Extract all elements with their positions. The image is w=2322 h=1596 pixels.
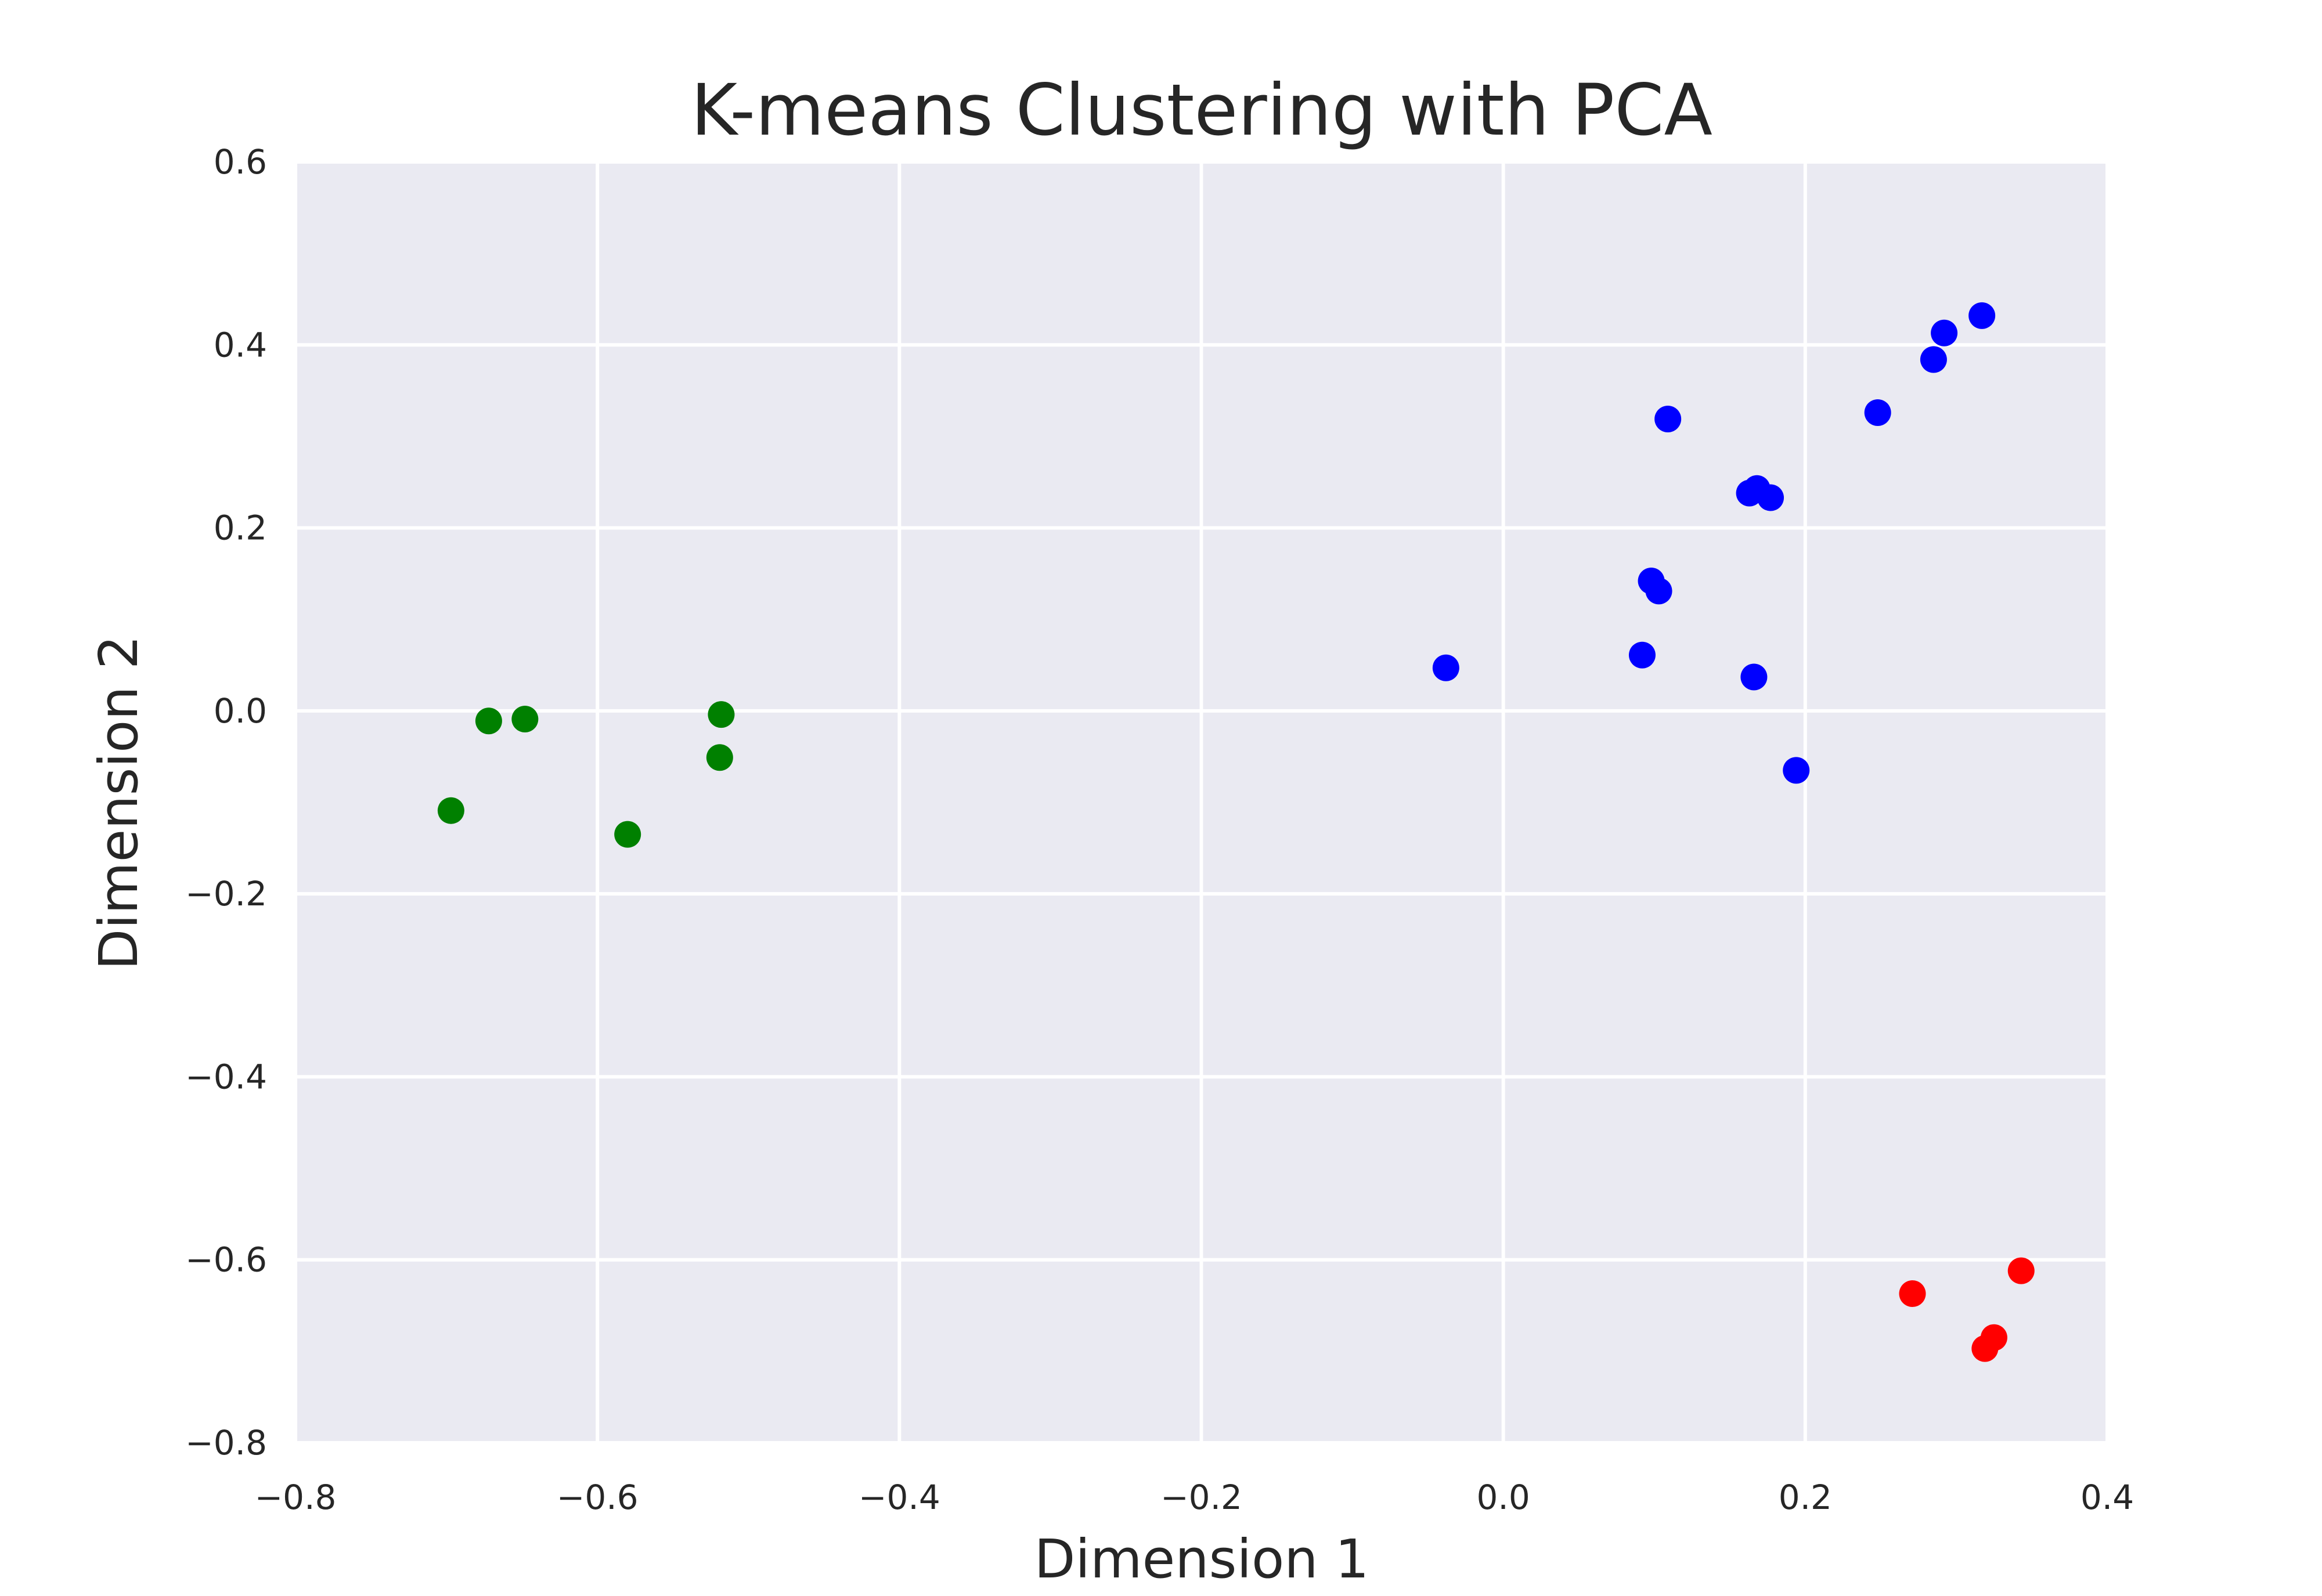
y-axis-label: Dimension 2: [88, 635, 150, 970]
data-point: [511, 706, 539, 733]
grid-lines: [294, 160, 2109, 1445]
data-point: [1968, 302, 1996, 329]
data-point: [1980, 1324, 2007, 1351]
data-point: [1864, 399, 1891, 426]
y-tick-label: −0.8: [185, 1423, 267, 1463]
data-point: [1628, 641, 1656, 669]
data-point: [706, 744, 733, 771]
x-tick-label: 0.0: [1477, 1478, 1530, 1517]
y-tick-label: −0.2: [185, 874, 267, 913]
data-point: [1757, 484, 1784, 511]
x-tick-label: 0.4: [2081, 1478, 2134, 1517]
data-point: [1931, 319, 1958, 346]
y-tick-labels: −0.8 −0.6 −0.4 −0.2 0.0 0.2 0.4 0.6: [185, 142, 267, 1463]
data-point: [1920, 346, 1947, 373]
data-point: [1645, 577, 1672, 605]
data-point: [708, 701, 735, 728]
x-tick-label: −0.6: [557, 1478, 639, 1517]
data-points: [437, 302, 2035, 1362]
x-tick-label: −0.8: [255, 1478, 337, 1517]
data-point: [1432, 654, 1459, 681]
data-point: [437, 797, 464, 824]
y-tick-label: −0.6: [185, 1240, 267, 1280]
x-tick-labels: −0.8 −0.6 −0.4 −0.2 0.0 0.2 0.4: [255, 1478, 2134, 1517]
data-point: [614, 821, 641, 848]
y-tick-label: 0.0: [214, 691, 267, 731]
data-point: [475, 707, 502, 735]
data-point: [1899, 1280, 1926, 1308]
x-axis-label: Dimension 1: [1034, 1528, 1369, 1590]
data-point: [1740, 663, 1768, 691]
y-tick-label: 0.4: [214, 325, 267, 364]
y-tick-label: −0.4: [185, 1057, 267, 1096]
data-point: [1783, 757, 1810, 784]
y-tick-label: 0.2: [214, 508, 267, 548]
x-tick-label: 0.2: [1779, 1478, 1832, 1517]
chart-title: K-means Clustering with PCA: [691, 69, 1712, 151]
data-point: [1654, 405, 1682, 432]
y-tick-label: 0.6: [214, 142, 267, 182]
x-tick-label: −0.4: [859, 1478, 940, 1517]
data-point: [2007, 1257, 2035, 1284]
x-tick-label: −0.2: [1160, 1478, 1242, 1517]
